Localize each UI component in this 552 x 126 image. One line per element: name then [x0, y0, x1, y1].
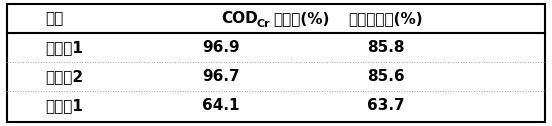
Text: 去除率(%): 去除率(%) — [273, 11, 330, 26]
Text: 实施例2: 实施例2 — [45, 69, 83, 84]
Text: 96.7: 96.7 — [202, 69, 240, 84]
Text: 实施例1: 实施例1 — [45, 40, 83, 55]
Text: 臭氧利用率(%): 臭氧利用率(%) — [348, 11, 423, 26]
Text: 85.6: 85.6 — [367, 69, 405, 84]
Text: 比较例1: 比较例1 — [45, 98, 83, 113]
Text: 63.7: 63.7 — [367, 98, 405, 113]
Text: 项目: 项目 — [45, 11, 63, 26]
Text: 85.8: 85.8 — [367, 40, 405, 55]
Text: 96.9: 96.9 — [202, 40, 240, 55]
Text: 64.1: 64.1 — [203, 98, 240, 113]
Text: COD: COD — [221, 11, 258, 26]
Text: Cr: Cr — [257, 20, 270, 29]
